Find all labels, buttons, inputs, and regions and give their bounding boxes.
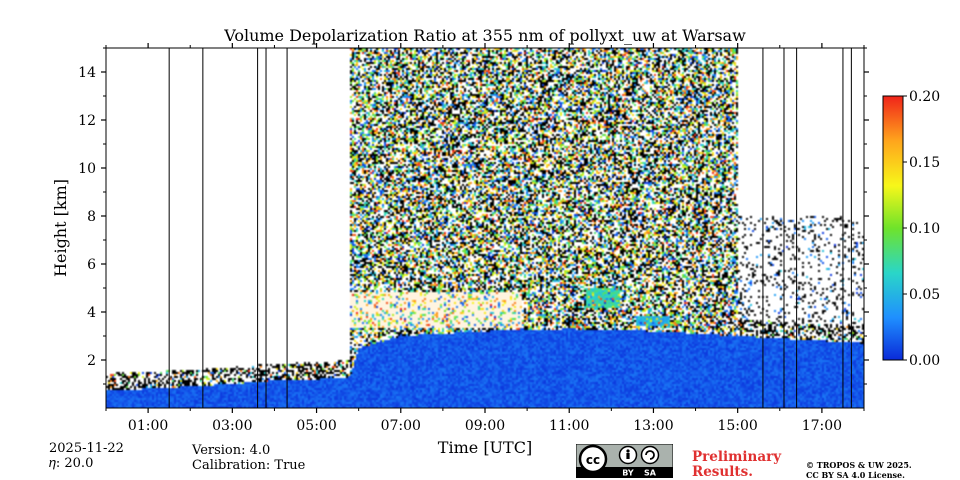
colorbar-tick-label: 0.15 [909, 155, 940, 171]
y-tick-label: 2 [87, 353, 96, 369]
y-tick-label: 14 [78, 65, 96, 81]
y-tick-label: 6 [87, 257, 96, 273]
colorbar-tick-label: 0.05 [909, 287, 940, 303]
x-axis-label: Time [UTC] [438, 438, 532, 457]
footer-calibration: Calibration: True [192, 458, 306, 473]
x-tick-label: 17:00 [802, 418, 842, 434]
preliminary-notice: Preliminary Results. [692, 450, 781, 480]
colorbar [882, 95, 904, 361]
license-by-label: BY [622, 469, 634, 478]
x-tick-label: 09:00 [465, 418, 505, 434]
x-tick-label: 05:00 [296, 418, 336, 434]
footer-date: 2025-11-22 [49, 441, 124, 456]
heatmap-image [106, 48, 864, 408]
copyright-line-2: CC BY SA 4.0 License. [806, 470, 905, 480]
depolarization-field [106, 48, 864, 408]
colorbar-axis: 0.00 0.05 0.10 0.15 0.20 [903, 89, 940, 369]
footer-meta-center: Version: 4.0 Calibration: True [192, 443, 305, 473]
y-axis: 2 4 6 8 10 12 14 [78, 47, 869, 385]
footer-meta-left: 2025-11-22 𝜂: 20.0 [49, 441, 124, 471]
colorbar-tick-label: 0.00 [909, 353, 940, 369]
x-tick-label: 11:00 [549, 418, 589, 434]
chart-title: Volume Depolarization Ratio at 355 nm of… [223, 26, 746, 45]
y-axis-label: Height [km] [51, 179, 70, 277]
svg-text:cc: cc [586, 453, 600, 467]
footer-version: Version: 4.0 [192, 443, 271, 458]
copyright-line-1: © TROPOS & UW 2025. [806, 460, 912, 470]
license-sa-label: SA [644, 469, 657, 478]
colorbar-tick-label: 0.10 [909, 221, 940, 237]
colorbar-tick-label: 0.20 [909, 89, 940, 105]
preliminary-line-2: Results. [692, 464, 753, 480]
x-tick-label: 15:00 [717, 418, 757, 434]
x-tick-label: 07:00 [381, 418, 421, 434]
preliminary-line-1: Preliminary [692, 449, 782, 465]
y-tick-label: 10 [78, 161, 96, 177]
x-axis: 01:00 03:00 05:00 07:00 09:00 11:00 13:00 15:00… [105, 43, 865, 434]
y-tick-label: 8 [87, 209, 96, 225]
x-tick-label: 03:00 [212, 418, 252, 434]
copyright-notice: © TROPOS & UW 2025. CC BY SA 4.0 License… [806, 460, 912, 480]
y-tick-label: 12 [78, 113, 96, 129]
x-tick-label: 13:00 [633, 418, 673, 434]
y-tick-label: 4 [87, 305, 96, 321]
x-tick-label: 01:00 [128, 418, 168, 434]
cc-by-sa-icon[interactable]: cc BY SA [576, 444, 673, 478]
footer-eta: 𝜂: 20.0 [49, 456, 94, 471]
